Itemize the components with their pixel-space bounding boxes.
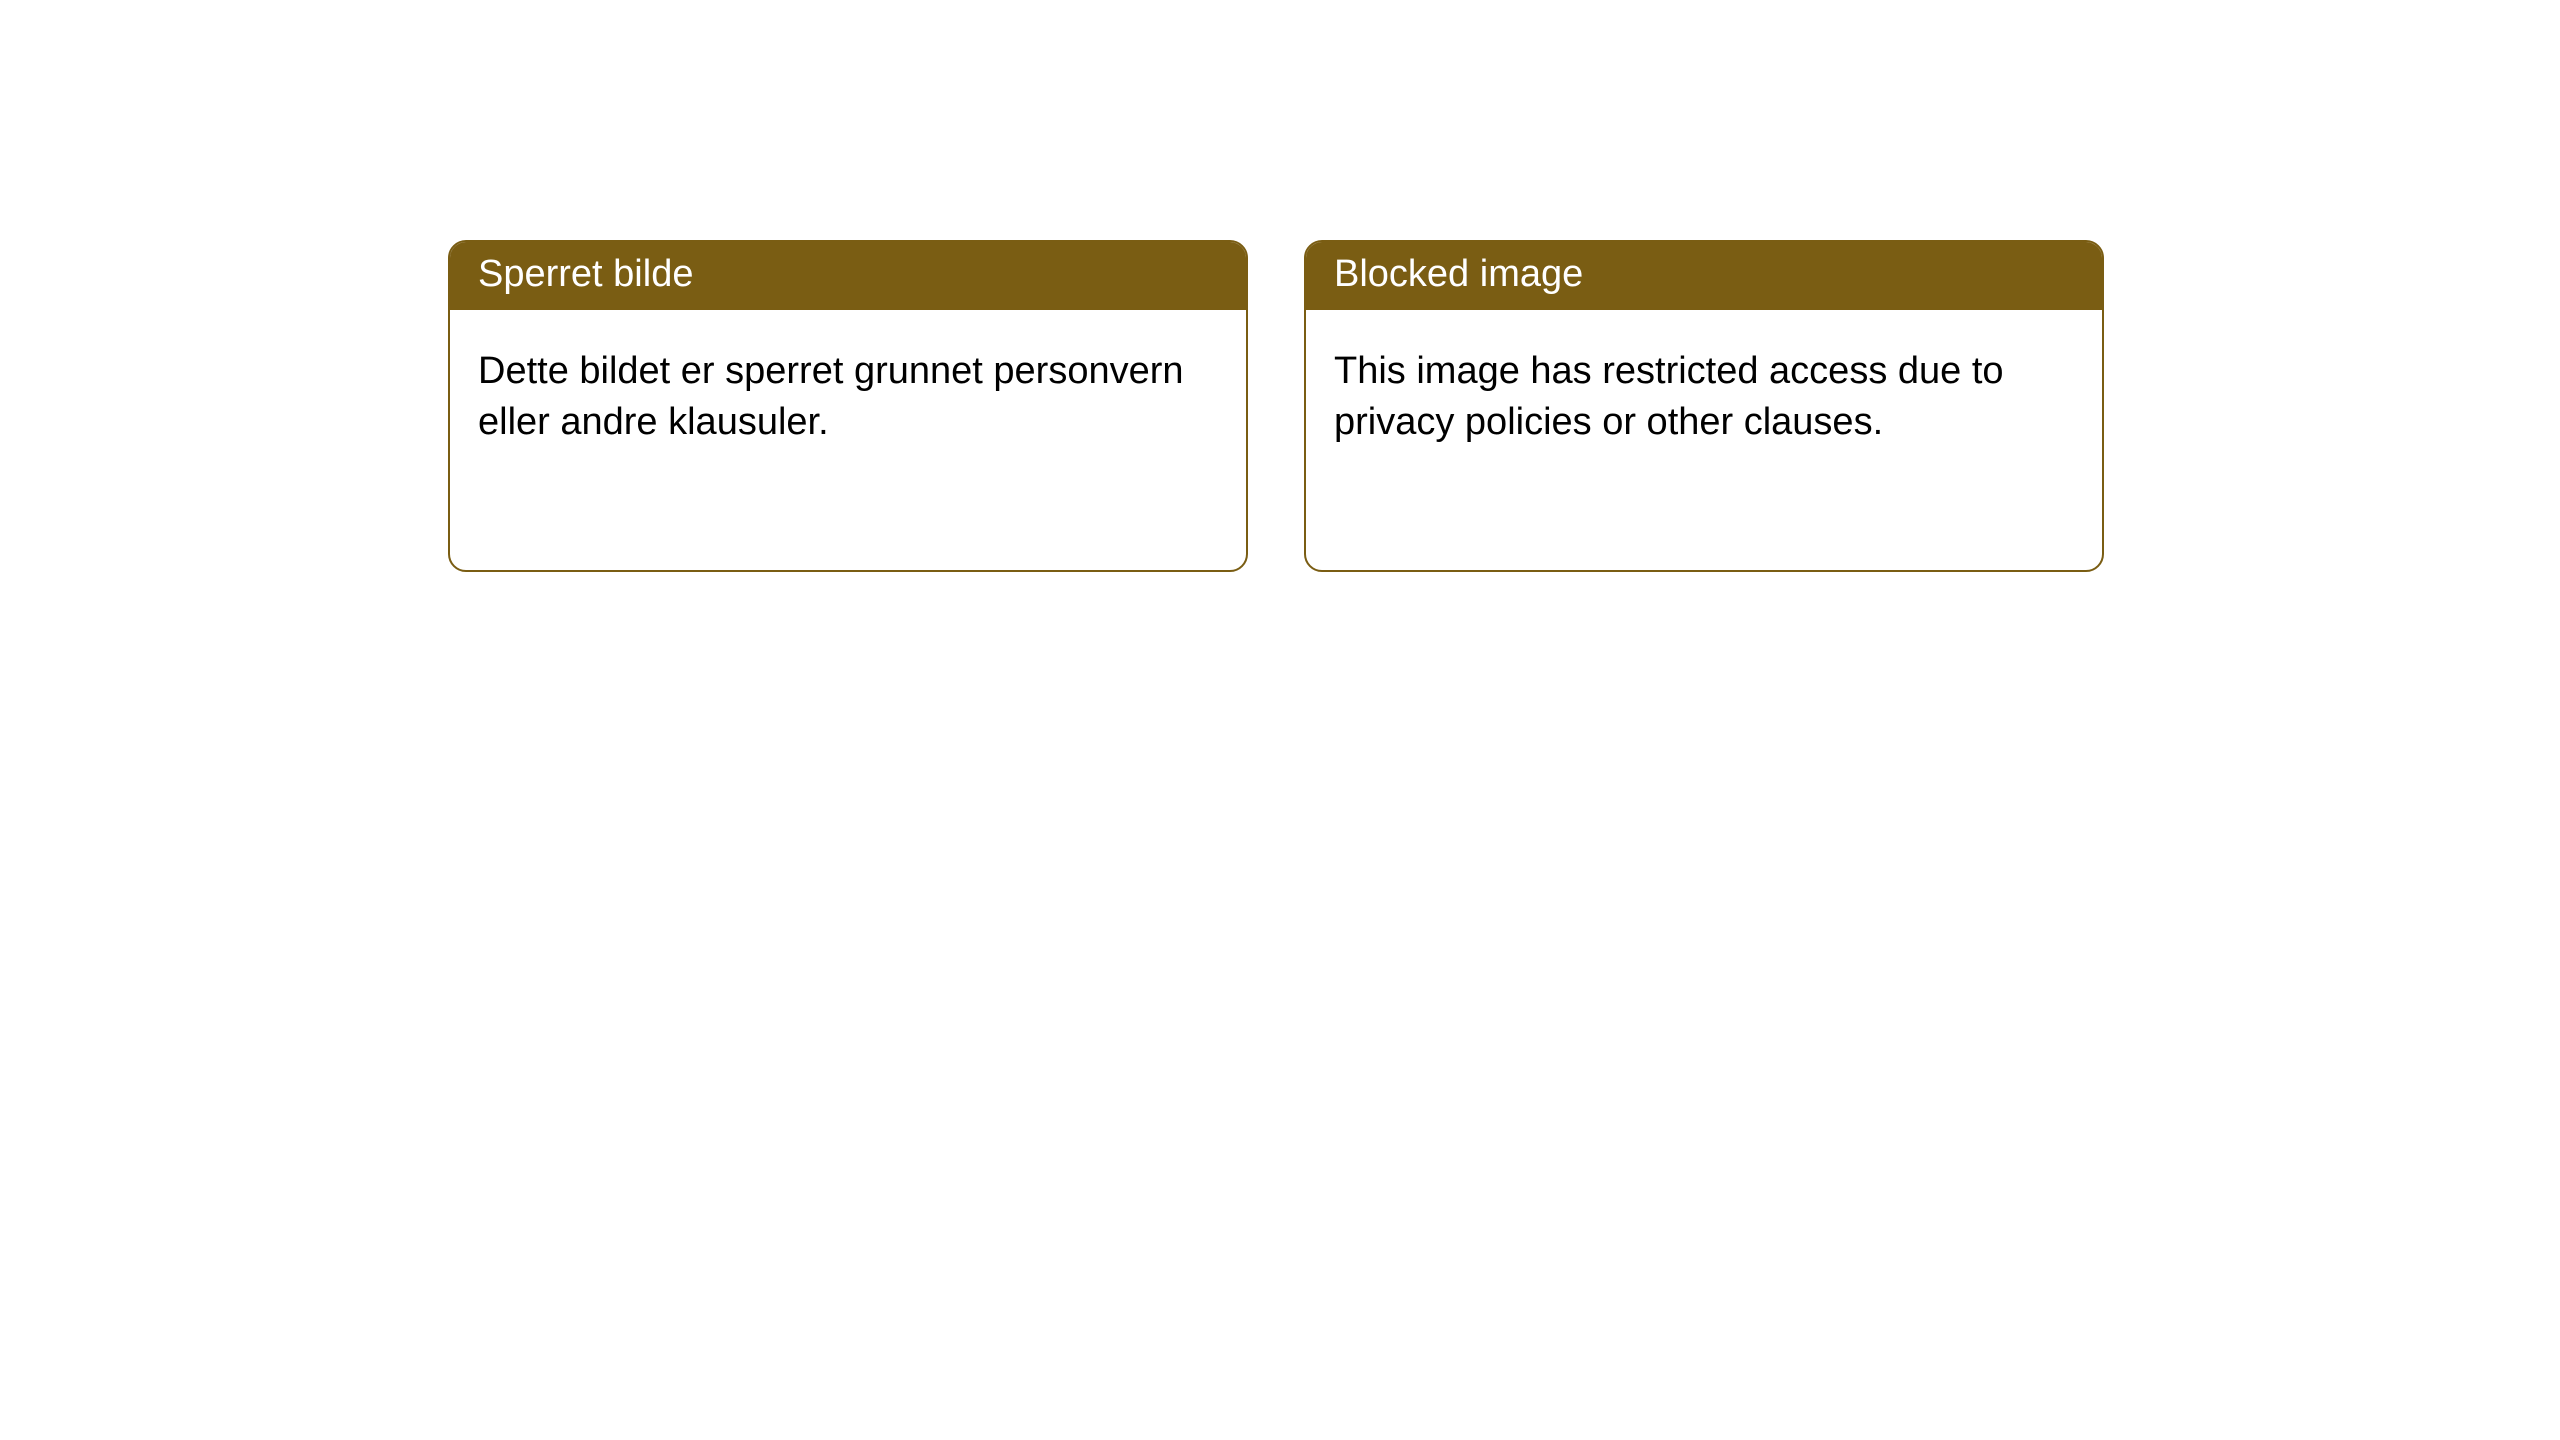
notice-message-english: This image has restricted access due to … xyxy=(1306,310,2102,570)
notice-container: Sperret bilde Dette bildet er sperret gr… xyxy=(448,240,2104,572)
notice-card-norwegian: Sperret bilde Dette bildet er sperret gr… xyxy=(448,240,1248,572)
notice-card-english: Blocked image This image has restricted … xyxy=(1304,240,2104,572)
notice-title-norwegian: Sperret bilde xyxy=(450,242,1246,310)
notice-title-english: Blocked image xyxy=(1306,242,2102,310)
notice-message-norwegian: Dette bildet er sperret grunnet personve… xyxy=(450,310,1246,570)
